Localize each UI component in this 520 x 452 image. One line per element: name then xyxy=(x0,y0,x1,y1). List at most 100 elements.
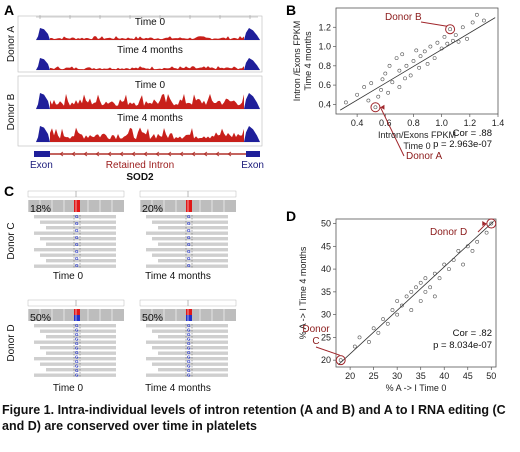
mismatch-base: G xyxy=(75,242,79,247)
exon-coverage-peak xyxy=(36,93,50,109)
y-tick-label: 0.8 xyxy=(318,61,331,71)
track-title: Time 0 xyxy=(135,17,166,28)
mismatch-base: G xyxy=(75,346,79,351)
data-point xyxy=(448,27,453,32)
data-point xyxy=(428,44,433,49)
strand-arrow xyxy=(167,151,172,157)
data-point xyxy=(451,38,455,43)
donor-d-label: Donor D xyxy=(6,324,17,361)
editing-site-coverage xyxy=(186,315,192,321)
data-point xyxy=(470,20,475,25)
data-point xyxy=(371,326,376,331)
gene-exon-left xyxy=(34,151,50,157)
tile-percent: 20% xyxy=(142,203,163,215)
p-value: p = 8.034e-07 xyxy=(433,340,492,351)
y-tick-label: 30 xyxy=(321,310,331,320)
data-point xyxy=(390,80,395,85)
strand-arrow xyxy=(215,151,220,157)
aligned-read xyxy=(158,368,228,372)
aligned-read xyxy=(40,253,116,257)
y-tick-label: 1.2 xyxy=(318,22,331,32)
mismatch-base: G xyxy=(187,373,191,378)
data-point xyxy=(432,294,437,299)
editing-site-coverage xyxy=(74,200,80,212)
track-title: Time 0 xyxy=(135,80,166,91)
data-point xyxy=(465,36,469,41)
callout-arrow xyxy=(315,346,340,356)
data-point xyxy=(435,40,440,45)
aligned-read xyxy=(46,226,116,230)
gene-intron-label: Retained Intron xyxy=(106,160,174,171)
data-point xyxy=(423,289,428,294)
mismatch-base: G xyxy=(187,235,191,240)
scatter-chart-d: 20 25 30 35 40 45 50 20 25 30 35 40 45 50 % A -> I Ti… xyxy=(298,218,497,393)
y-axis-label-2: Time 4 months xyxy=(303,31,313,91)
mismatch-base: G xyxy=(187,368,191,373)
y-tick-label: 35 xyxy=(321,287,331,297)
read-pileup-panel: Donor C Donor D GGGGGGGGGGGGGGGGGGGGGGGG… xyxy=(6,190,237,394)
strand-arrow xyxy=(119,151,124,157)
data-point xyxy=(369,81,374,86)
mismatch-base: G xyxy=(75,341,79,346)
aligned-read xyxy=(146,248,228,252)
aligned-read xyxy=(34,340,116,344)
aligned-read xyxy=(146,324,228,328)
x-tick-label: 1.0 xyxy=(435,118,448,128)
aligned-read xyxy=(152,237,228,241)
mismatch-base: G xyxy=(187,364,191,369)
data-point xyxy=(414,48,419,53)
data-point xyxy=(418,299,423,303)
mismatch-base: G xyxy=(75,256,79,261)
mismatch-base: G xyxy=(187,350,191,355)
data-point xyxy=(417,65,422,70)
x-axis-label: % A -> I Time 0 xyxy=(386,383,447,393)
data-point xyxy=(376,330,381,335)
data-point xyxy=(355,92,360,97)
callout-arrow xyxy=(420,21,448,27)
data-point xyxy=(437,276,442,281)
mismatch-base: G xyxy=(187,228,191,233)
exon-coverage-peak xyxy=(36,58,50,70)
data-point xyxy=(475,239,480,244)
data-point xyxy=(418,280,423,285)
aligned-read xyxy=(146,231,228,235)
aligned-read xyxy=(146,264,228,268)
exon-coverage-peak xyxy=(244,58,260,70)
mismatch-base: G xyxy=(187,332,191,337)
intron-coverage xyxy=(50,93,244,109)
mismatch-base: G xyxy=(75,228,79,233)
aligned-read xyxy=(40,362,116,366)
aligned-read xyxy=(34,373,116,377)
data-point xyxy=(399,303,404,308)
y-tick-label: 0.6 xyxy=(318,80,331,90)
mismatch-base: G xyxy=(187,242,191,247)
tile-time-label: Time 0 xyxy=(53,271,84,282)
genome-browser-panel: Donor A Donor B Time 0 Time 4 months Tim… xyxy=(6,15,264,183)
aligned-read xyxy=(34,248,116,252)
exon-coverage-peak xyxy=(36,28,50,40)
y-tick-label: 45 xyxy=(321,241,331,251)
aligned-read xyxy=(158,242,228,246)
x-tick-label: 35 xyxy=(416,371,426,381)
mismatch-base: G xyxy=(187,328,191,333)
mismatch-base: G xyxy=(187,221,191,226)
exon-coverage-peak xyxy=(244,28,260,40)
fit-line xyxy=(338,220,494,366)
x-tick-label: 50 xyxy=(486,371,496,381)
mismatch-base: G xyxy=(75,364,79,369)
data-point xyxy=(367,340,371,344)
mismatch-base: G xyxy=(187,263,191,268)
data-point xyxy=(409,308,414,312)
x-tick-label: 1.4 xyxy=(492,118,505,128)
data-point xyxy=(357,335,362,340)
mismatch-base: G xyxy=(187,256,191,261)
aligned-read xyxy=(146,340,228,344)
data-point xyxy=(425,61,430,66)
aligned-read xyxy=(152,346,228,350)
strand-arrow xyxy=(95,151,100,157)
donor-a-frame xyxy=(17,15,263,73)
data-point xyxy=(362,85,367,89)
mismatch-base: G xyxy=(75,368,79,373)
data-point xyxy=(400,52,405,57)
data-point xyxy=(394,56,399,61)
